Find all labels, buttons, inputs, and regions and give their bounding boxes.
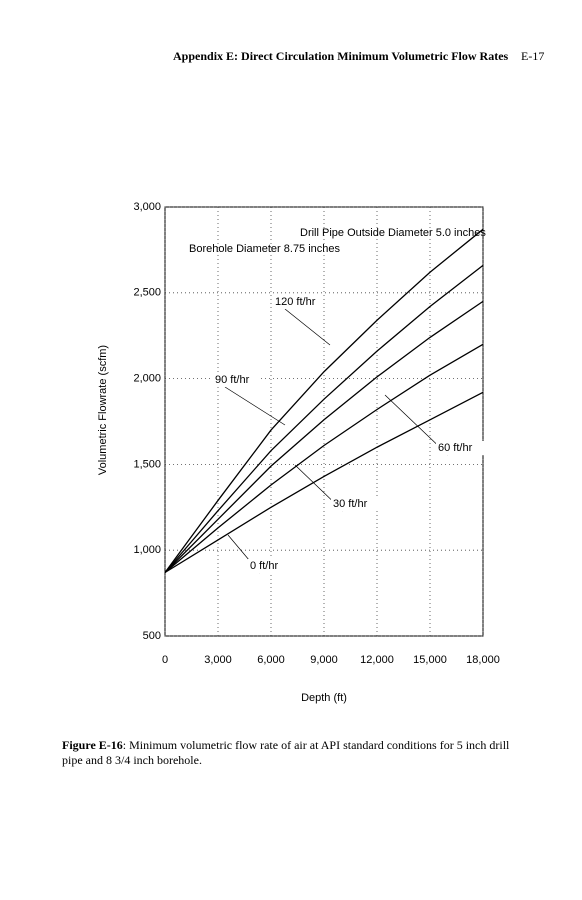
series-label: 60 ft/hr [438, 442, 473, 454]
series-label: 0 ft/hr [250, 560, 278, 572]
x-tick-label: 6,000 [257, 654, 285, 666]
caption-text: : Minimum volumetric flow rate of air at… [62, 738, 510, 767]
y-tick-label: 1,000 [133, 544, 161, 556]
annotation: Borehole Diameter 8.75 inches [189, 243, 341, 255]
label-bg [248, 559, 296, 573]
x-tick-label: 3,000 [204, 654, 232, 666]
series-label: 120 ft/hr [275, 296, 316, 308]
y-axis-label: Volumetric Flowrate (scfm) [97, 345, 109, 475]
label-bg [273, 295, 321, 309]
x-tick-label: 12,000 [360, 654, 394, 666]
label-bg [213, 373, 261, 387]
label-bg [331, 497, 379, 511]
x-tick-label: 0 [162, 654, 168, 666]
series-line [164, 391, 484, 574]
series-label: 30 ft/hr [333, 498, 368, 510]
chart: Drill Pipe Outside Diameter 5.0 inches B… [97, 201, 500, 704]
series-label: 90 ft/hr [215, 374, 250, 386]
caption-label: Figure E-16 [62, 738, 123, 752]
x-tick-label: 9,000 [310, 654, 338, 666]
page-number: E-17 [521, 49, 545, 63]
series-line [164, 300, 484, 573]
x-tick-label: 15,000 [413, 654, 447, 666]
y-tick-label: 500 [143, 630, 161, 642]
y-tick-label: 1,500 [133, 458, 161, 470]
label-bg [436, 441, 484, 455]
y-tick-label: 2,000 [133, 373, 161, 385]
series-line [164, 264, 484, 573]
series-line [164, 228, 484, 573]
x-tick-label: 18,000 [466, 654, 500, 666]
caption: Figure E-16: Minimum volumetric flow rat… [62, 738, 532, 768]
leader-line [284, 308, 331, 346]
x-axis-label: Depth (ft) [301, 692, 347, 704]
y-tick-label: 2,500 [133, 287, 161, 299]
leader-line [224, 386, 286, 426]
header-title: Appendix E: Direct Circulation Minimum V… [173, 49, 509, 63]
series-line [164, 343, 484, 574]
y-tick-label: 3,000 [133, 201, 161, 213]
annotation: Drill Pipe Outside Diameter 5.0 inches [300, 227, 486, 239]
